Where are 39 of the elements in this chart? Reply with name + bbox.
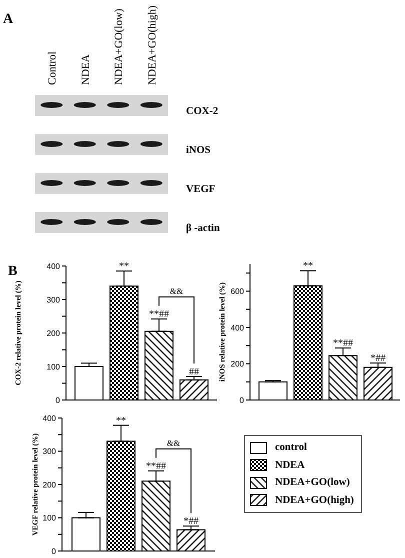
- category-label: NDEA: [80, 54, 92, 85]
- data-label: **: [116, 415, 126, 426]
- category-label: COX-2: [186, 106, 218, 117]
- y-tick-label: 200: [230, 360, 245, 369]
- y-tick-label: 100: [46, 362, 61, 372]
- legend-label: control: [275, 442, 307, 454]
- data-label: **##: [333, 338, 353, 349]
- category-label: NDEA+GO(low): [113, 8, 126, 85]
- y-tick-label: 400: [42, 414, 57, 423]
- y-tick-label: 300: [46, 295, 61, 304]
- data-label: **: [119, 261, 129, 272]
- data-label: **: [303, 260, 313, 272]
- y-tick-label: 0: [52, 546, 57, 556]
- y-tick-label: 400: [230, 323, 245, 332]
- y-tick-label: 300: [42, 447, 57, 456]
- legend-label: NDEA: [275, 460, 305, 471]
- y-tick-label: 0: [240, 396, 245, 405]
- category-label: NDEA+GO(high): [146, 5, 158, 85]
- y-tick-label: 200: [46, 328, 61, 338]
- category-label: β -actin: [186, 223, 220, 234]
- data-label: *##: [370, 353, 386, 364]
- y-tick-label: 200: [42, 480, 57, 490]
- category-label: VEGF: [186, 184, 216, 195]
- category-label: Control: [46, 51, 59, 85]
- legend-label: NDEA+GO(low): [275, 477, 350, 488]
- y-tick-label: 400: [46, 262, 61, 271]
- legend-label: NDEA+GO(high): [275, 494, 354, 506]
- category-label: iNOS: [186, 145, 211, 156]
- data-label: **##: [149, 308, 169, 320]
- y-tick-label: 100: [42, 514, 57, 523]
- y-tick-label: 0: [56, 396, 61, 405]
- chart-title: B: [8, 264, 18, 279]
- y-tick-label: 600: [230, 287, 245, 296]
- annotation: &&: [166, 438, 180, 448]
- annotation: &&: [170, 286, 184, 296]
- text: A: [3, 12, 14, 27]
- data-label: ##: [189, 366, 199, 378]
- data-label: **##: [146, 460, 166, 472]
- data-label: *##: [184, 516, 198, 528]
